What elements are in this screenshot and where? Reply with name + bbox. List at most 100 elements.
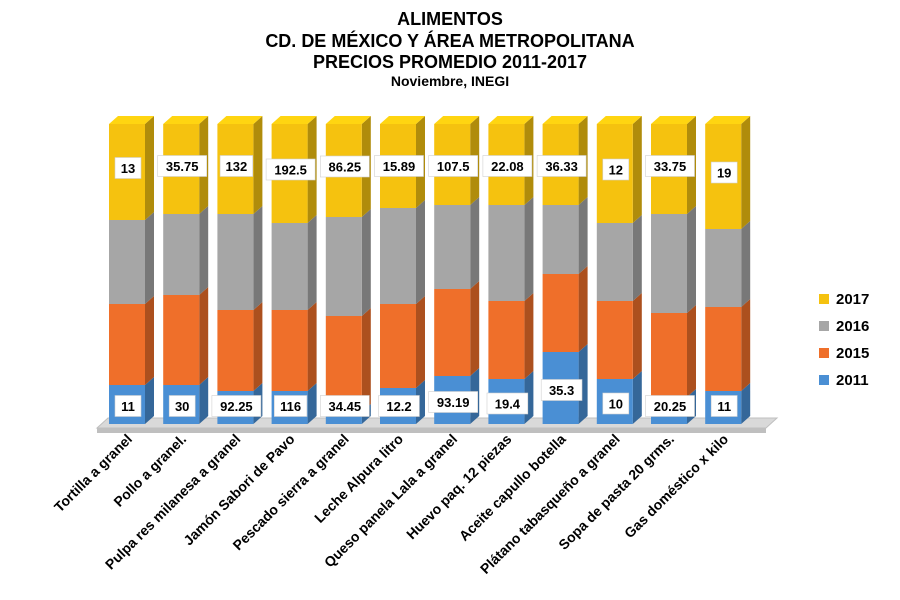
data-label-2011: 92.25 <box>220 399 253 414</box>
data-label-box-2017 <box>482 155 533 177</box>
bar-top-2017 <box>380 116 425 124</box>
bar-segment-2015 <box>705 307 742 391</box>
data-label-2017: 19 <box>717 166 731 181</box>
data-label-box-2011 <box>540 379 583 401</box>
bar-segment-2016 <box>488 205 525 301</box>
legend-swatch-2011 <box>819 375 829 385</box>
data-label-2017: 13 <box>121 161 135 176</box>
bar-side-2015 <box>524 293 534 379</box>
data-label-box-2011 <box>710 395 738 417</box>
bar-segment-2015 <box>163 295 200 385</box>
bar-side-2015 <box>307 302 317 391</box>
bar-side-2011 <box>578 344 588 424</box>
data-label-box-2011 <box>211 395 262 417</box>
bar-side-2015 <box>253 302 263 391</box>
data-label-box-2017 <box>265 158 316 181</box>
category-label: Huevo paq. 12 piezas <box>403 431 515 543</box>
bar-top-2017 <box>217 116 263 124</box>
bar-side-2017 <box>632 116 642 223</box>
bar-top-2017 <box>163 116 209 124</box>
bar-side-2015 <box>145 296 154 385</box>
data-label-box-2011 <box>378 395 420 417</box>
bar-side-2011 <box>741 383 751 424</box>
bar-side-2016 <box>578 197 588 274</box>
legend-label-2011: 2011 <box>836 372 869 389</box>
bar-side-2015 <box>687 305 696 397</box>
bar-top-2017 <box>109 116 154 124</box>
data-label-2011: 10 <box>609 397 623 412</box>
bar-side-2017 <box>145 116 154 220</box>
bar-side-2015 <box>361 308 371 412</box>
data-label-2011: 30 <box>175 399 189 414</box>
data-label-2011: 116 <box>280 399 301 414</box>
bar-segment-2015 <box>380 304 416 388</box>
bar-segment-2015 <box>596 301 633 379</box>
data-label-box-2011 <box>168 395 196 417</box>
bar-segment-2016 <box>163 214 200 295</box>
bar-side-2016 <box>307 215 317 310</box>
data-label-2011: 34.45 <box>329 399 362 414</box>
legend-label-2015: 2015 <box>836 345 869 362</box>
data-label-2017: 15.89 <box>383 159 416 174</box>
bar-side-2017 <box>741 116 751 229</box>
bar-side-2015 <box>632 293 642 379</box>
data-label-2011: 19.4 <box>495 397 521 412</box>
legend: 2017 2016 2015 2011 <box>819 291 869 389</box>
floor-front <box>97 428 766 433</box>
bar-segment-2015 <box>217 310 254 391</box>
bar-side-2015 <box>199 287 209 385</box>
bar-segment-2015 <box>434 289 471 376</box>
bar-top-2017 <box>542 116 588 124</box>
category-label: Jamón Sabori de Pavo <box>180 431 298 549</box>
bar-side-2016 <box>741 221 751 307</box>
bar-segment-2016 <box>271 223 308 310</box>
legend-label-2017: 2017 <box>836 291 869 308</box>
legend-label-2016: 2016 <box>836 318 869 335</box>
data-label-box-2017 <box>602 158 630 181</box>
bar-stack <box>380 116 425 424</box>
bar-top-2017 <box>705 116 751 124</box>
bar-side-2016 <box>470 197 480 289</box>
chart-title: ALIMENTOS <box>397 9 503 29</box>
bar-side-2011 <box>145 377 154 424</box>
bar-segment-2016 <box>596 223 633 301</box>
category-label: Gas doméstico x kilo <box>621 431 731 541</box>
bar-segment-2016 <box>542 205 579 274</box>
data-label-2017: 35.75 <box>166 159 199 174</box>
data-label-2017: 22.08 <box>491 159 524 174</box>
bar-top-2017 <box>596 116 642 124</box>
bar-side-2011 <box>632 371 642 424</box>
data-label-box-2011 <box>645 395 695 417</box>
chart-source-line: Noviembre, INEGI <box>391 73 509 89</box>
bar-top-2017 <box>434 116 480 124</box>
data-label-box-2011 <box>428 391 479 413</box>
data-label-2017: 36.33 <box>545 159 578 174</box>
bar-side-2011 <box>307 383 317 424</box>
bar-side-2016 <box>361 209 371 316</box>
bar-side-2016 <box>253 206 263 310</box>
bars-group <box>109 116 751 424</box>
legend-swatch-2016 <box>819 321 829 331</box>
data-label-box-2017 <box>536 155 587 177</box>
data-label-box-2011 <box>114 395 142 417</box>
data-label-box-2011 <box>602 392 630 415</box>
bar-side-2015 <box>470 281 480 376</box>
bar-top-2017 <box>488 116 534 124</box>
bar-side-2015 <box>741 299 751 391</box>
chart-subtitle-line-2: PRECIOS PROMEDIO 2011-2017 <box>313 52 587 72</box>
data-label-2011: 93.19 <box>437 395 470 410</box>
data-label-box-2011 <box>273 395 308 417</box>
data-label-2011: 20.25 <box>654 399 687 414</box>
data-label-box-2017 <box>645 155 695 177</box>
bar-segment-2016 <box>705 229 742 307</box>
data-label-box-2011 <box>486 392 529 415</box>
data-label-2017: 192.5 <box>274 163 307 178</box>
data-label-2017: 132 <box>226 159 248 174</box>
bar-top-2017 <box>651 116 696 124</box>
data-label-box-2017 <box>219 155 254 177</box>
bar-segment-2015 <box>271 310 308 391</box>
data-label-2017: 107.5 <box>437 159 470 174</box>
legend-swatch-2015 <box>819 348 829 358</box>
bar-segment-2016 <box>325 217 362 316</box>
